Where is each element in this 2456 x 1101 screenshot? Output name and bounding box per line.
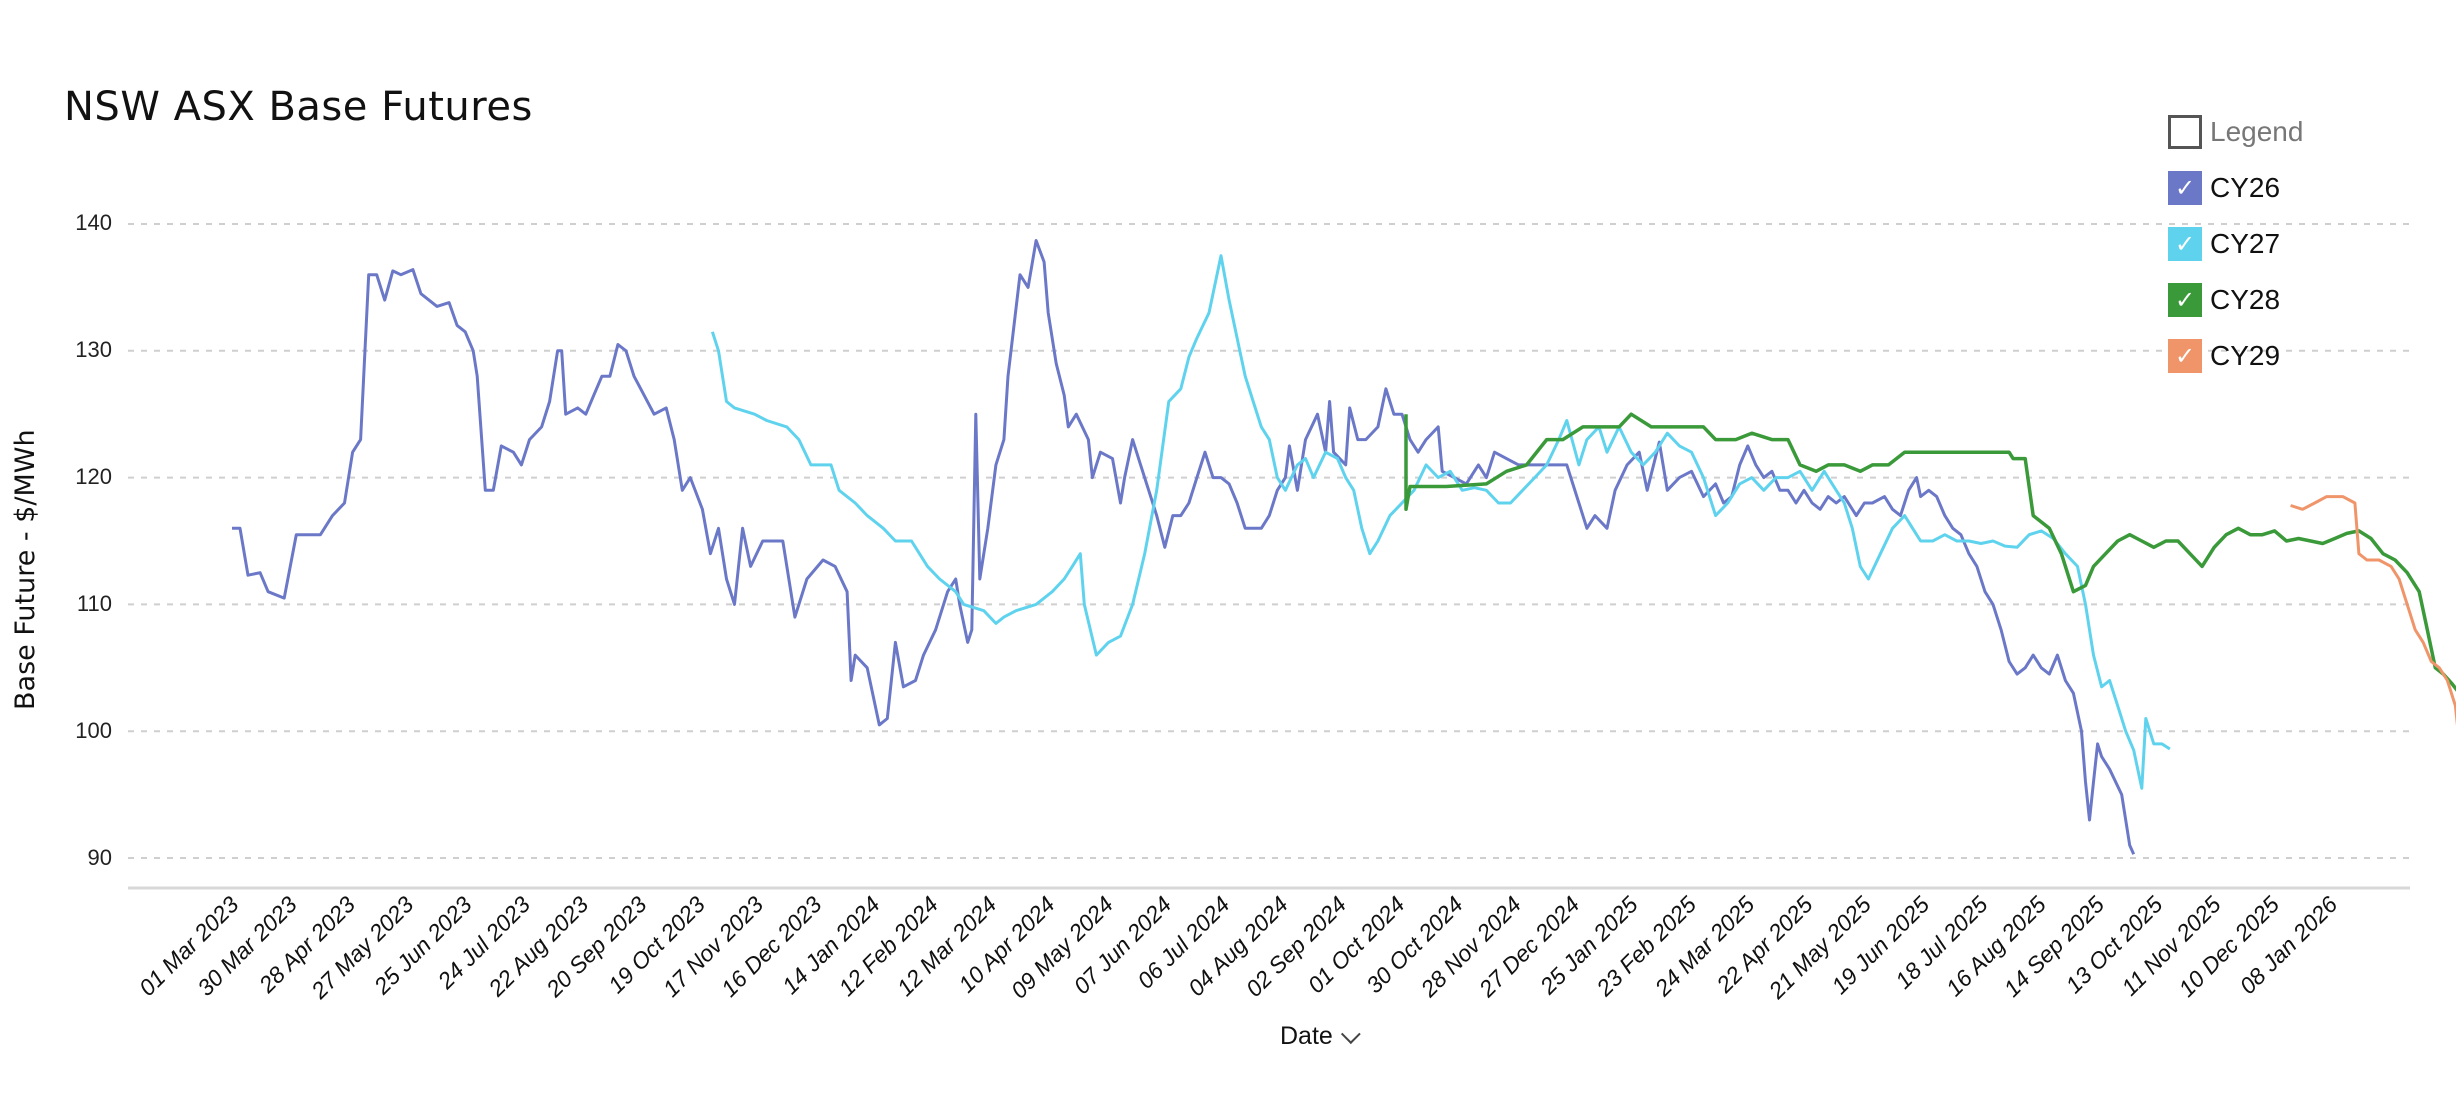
x-tick-label: 01 Mar 2023 (134, 891, 244, 1001)
series-line-cy27[interactable] (710, 254, 2171, 790)
legend-label: CY28 (2210, 284, 2281, 315)
legend-item-cy26[interactable]: ✓ CY26 (2168, 160, 2303, 216)
legend: Legend ✓ CY26 ✓ CY27 ✓ CY28 ✓ CY29 (2168, 104, 2303, 384)
legend-item-cy29[interactable]: ✓ CY29 (2168, 328, 2303, 384)
checkbox-checked-icon[interactable]: ✓ (2168, 171, 2202, 205)
y-tick-130: 130 (75, 337, 112, 362)
legend-label: CY29 (2210, 340, 2281, 371)
legend-item-cy28[interactable]: ✓ CY28 (2168, 272, 2303, 328)
checkbox-checked-icon[interactable]: ✓ (2168, 227, 2202, 261)
checkbox-checked-icon[interactable]: ✓ (2168, 339, 2202, 373)
y-tick-100: 100 (75, 718, 112, 743)
legend-label: CY26 (2210, 172, 2281, 203)
x-axis-label: Date (1280, 1022, 1333, 1050)
series-line-cy29[interactable] (2290, 495, 2456, 795)
y-tick-140: 140 (75, 210, 112, 235)
x-axis-date-dropdown[interactable]: Date (1280, 1022, 1361, 1051)
legend-title: Legend (2210, 116, 2304, 147)
y-tick-90: 90 (87, 845, 112, 870)
y-tick-120: 120 (75, 464, 112, 489)
legend-toggle-all[interactable]: Legend (2168, 104, 2303, 160)
chart-title: NSW ASX Base Futures (64, 84, 533, 130)
y-tick-110: 110 (76, 591, 112, 616)
checkbox-checked-icon[interactable]: ✓ (2168, 283, 2202, 317)
series-line-cy26[interactable] (232, 239, 2136, 855)
legend-item-cy27[interactable]: ✓ CY27 (2168, 216, 2303, 272)
series-line-cy28[interactable] (1404, 412, 2456, 794)
legend-label: CY27 (2210, 228, 2281, 259)
checkbox-empty-icon[interactable] (2168, 115, 2202, 149)
